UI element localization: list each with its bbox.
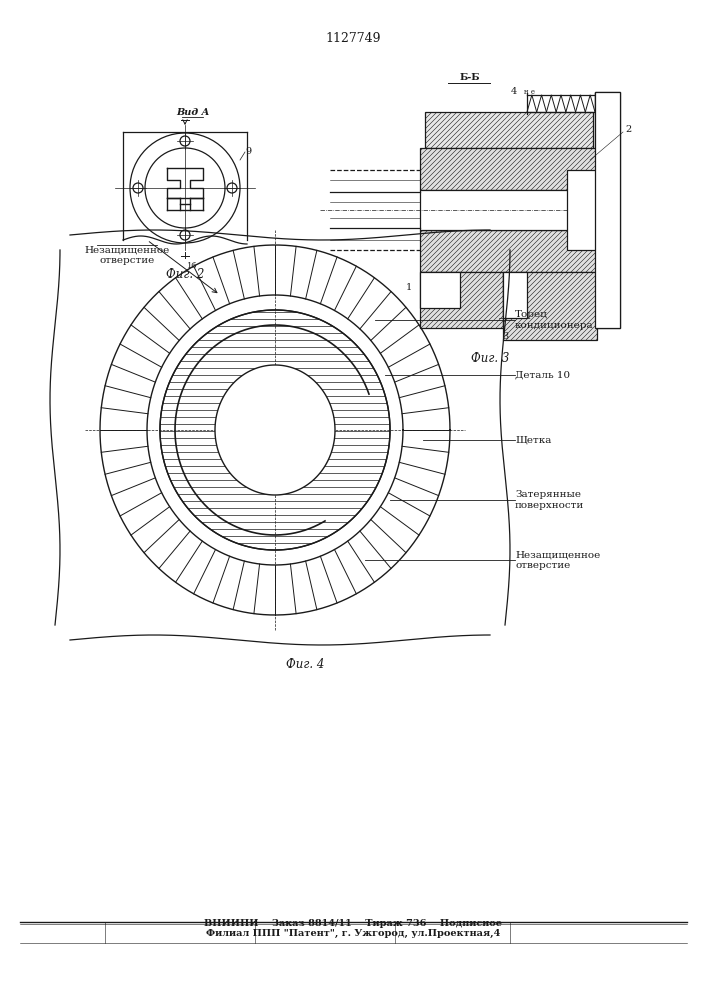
- Text: Вид А: Вид А: [176, 108, 210, 117]
- Text: Щетка: Щетка: [515, 436, 551, 444]
- Polygon shape: [420, 230, 597, 272]
- Polygon shape: [160, 310, 390, 550]
- Polygon shape: [420, 190, 597, 230]
- Text: 3: 3: [502, 332, 508, 341]
- Polygon shape: [595, 92, 620, 328]
- Polygon shape: [420, 272, 503, 328]
- Text: Незащищенное
отверстие: Незащищенное отверстие: [515, 550, 600, 570]
- Text: Незащищенное
отверстие: Незащищенное отверстие: [84, 245, 170, 265]
- Text: Торец
кондиционера: Торец кондиционера: [515, 310, 594, 330]
- Polygon shape: [595, 92, 620, 328]
- Text: Филиал ППП "Патент", г. Ужгород, ул.Проектная,4: Филиал ППП "Патент", г. Ужгород, ул.Прое…: [206, 929, 500, 938]
- Text: 9: 9: [245, 147, 251, 156]
- Text: н е: н е: [525, 88, 535, 96]
- Polygon shape: [503, 272, 597, 340]
- Text: 4: 4: [510, 88, 517, 97]
- Polygon shape: [567, 170, 597, 250]
- Text: 1127749: 1127749: [325, 31, 381, 44]
- Text: 1б: 1б: [187, 262, 197, 270]
- Text: 2: 2: [625, 125, 631, 134]
- Text: ВНИИПИ    Заказ 8814/11    Тираж 736    Подписное: ВНИИПИ Заказ 8814/11 Тираж 736 Подписное: [204, 918, 502, 928]
- Polygon shape: [215, 365, 335, 495]
- Polygon shape: [425, 112, 593, 148]
- Text: Деталь 10: Деталь 10: [515, 370, 570, 379]
- Text: Б-Б: Б-Б: [460, 73, 480, 82]
- Polygon shape: [420, 272, 460, 308]
- Text: Фиг. 2: Фиг. 2: [166, 268, 204, 282]
- Text: Фиг. 4: Фиг. 4: [286, 658, 325, 672]
- Polygon shape: [503, 272, 527, 318]
- Text: 1: 1: [406, 284, 412, 292]
- Text: Фиг. 3: Фиг. 3: [471, 352, 509, 364]
- Text: Затерянные
поверхности: Затерянные поверхности: [515, 490, 584, 510]
- Polygon shape: [420, 148, 597, 190]
